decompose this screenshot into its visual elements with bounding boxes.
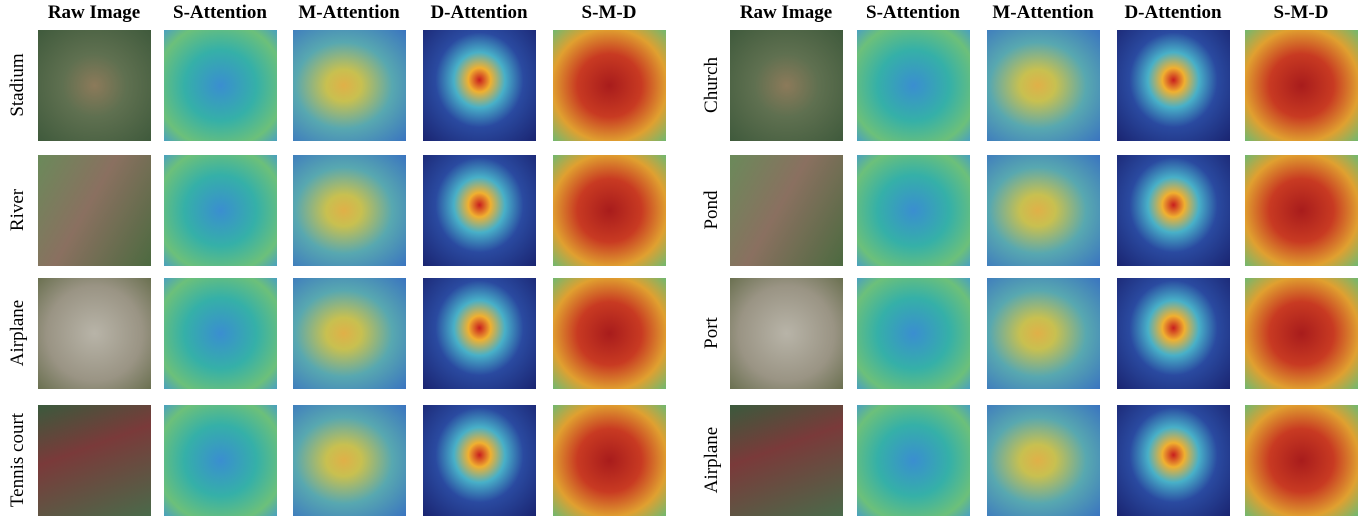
raw-image bbox=[730, 155, 843, 266]
attention-map bbox=[553, 30, 666, 141]
attention-map bbox=[293, 278, 406, 389]
attention-map bbox=[1117, 405, 1230, 516]
column-header: S-Attention bbox=[843, 2, 983, 24]
attention-map bbox=[987, 30, 1100, 141]
attention-map bbox=[423, 155, 536, 266]
raw-image bbox=[38, 278, 151, 389]
attention-map bbox=[857, 30, 970, 141]
attention-map bbox=[553, 405, 666, 516]
column-header: M-Attention bbox=[973, 2, 1113, 24]
raw-image bbox=[38, 405, 151, 516]
attention-map bbox=[293, 30, 406, 141]
raw-image bbox=[730, 30, 843, 141]
attention-map bbox=[293, 155, 406, 266]
attention-map bbox=[987, 278, 1100, 389]
attention-map bbox=[1245, 155, 1358, 266]
attention-map bbox=[423, 30, 536, 141]
attention-map bbox=[1245, 30, 1358, 141]
attention-map bbox=[1117, 30, 1230, 141]
attention-map bbox=[164, 30, 277, 141]
attention-map bbox=[423, 405, 536, 516]
attention-map bbox=[857, 405, 970, 516]
column-header: S-M-D bbox=[539, 2, 679, 24]
attention-map bbox=[987, 405, 1100, 516]
row-label: Pond bbox=[701, 150, 723, 270]
attention-map bbox=[553, 155, 666, 266]
column-header: Raw Image bbox=[716, 2, 856, 24]
raw-image bbox=[730, 405, 843, 516]
attention-map bbox=[423, 278, 536, 389]
attention-map bbox=[553, 278, 666, 389]
figure: Raw ImageS-AttentionM-AttentionD-Attenti… bbox=[0, 0, 1372, 520]
row-label: Airplane bbox=[7, 273, 29, 393]
attention-map bbox=[1117, 278, 1230, 389]
column-header: D-Attention bbox=[1103, 2, 1243, 24]
row-label: Church bbox=[701, 25, 723, 145]
column-header: S-M-D bbox=[1231, 2, 1371, 24]
row-label: Stadium bbox=[7, 25, 29, 145]
attention-map bbox=[857, 278, 970, 389]
attention-map bbox=[1245, 405, 1358, 516]
column-header: M-Attention bbox=[279, 2, 419, 24]
row-label: River bbox=[7, 150, 29, 270]
row-label: Port bbox=[701, 273, 723, 393]
attention-map bbox=[293, 405, 406, 516]
attention-map bbox=[1245, 278, 1358, 389]
attention-map bbox=[987, 155, 1100, 266]
attention-map bbox=[857, 155, 970, 266]
row-label: Airplane bbox=[701, 400, 723, 520]
attention-map bbox=[1117, 155, 1230, 266]
column-header: Raw Image bbox=[24, 2, 164, 24]
attention-map bbox=[164, 278, 277, 389]
raw-image bbox=[38, 155, 151, 266]
column-header: S-Attention bbox=[150, 2, 290, 24]
attention-map bbox=[164, 155, 277, 266]
raw-image bbox=[38, 30, 151, 141]
raw-image bbox=[730, 278, 843, 389]
row-label: Tennis court bbox=[7, 400, 29, 520]
attention-map bbox=[164, 405, 277, 516]
column-header: D-Attention bbox=[409, 2, 549, 24]
